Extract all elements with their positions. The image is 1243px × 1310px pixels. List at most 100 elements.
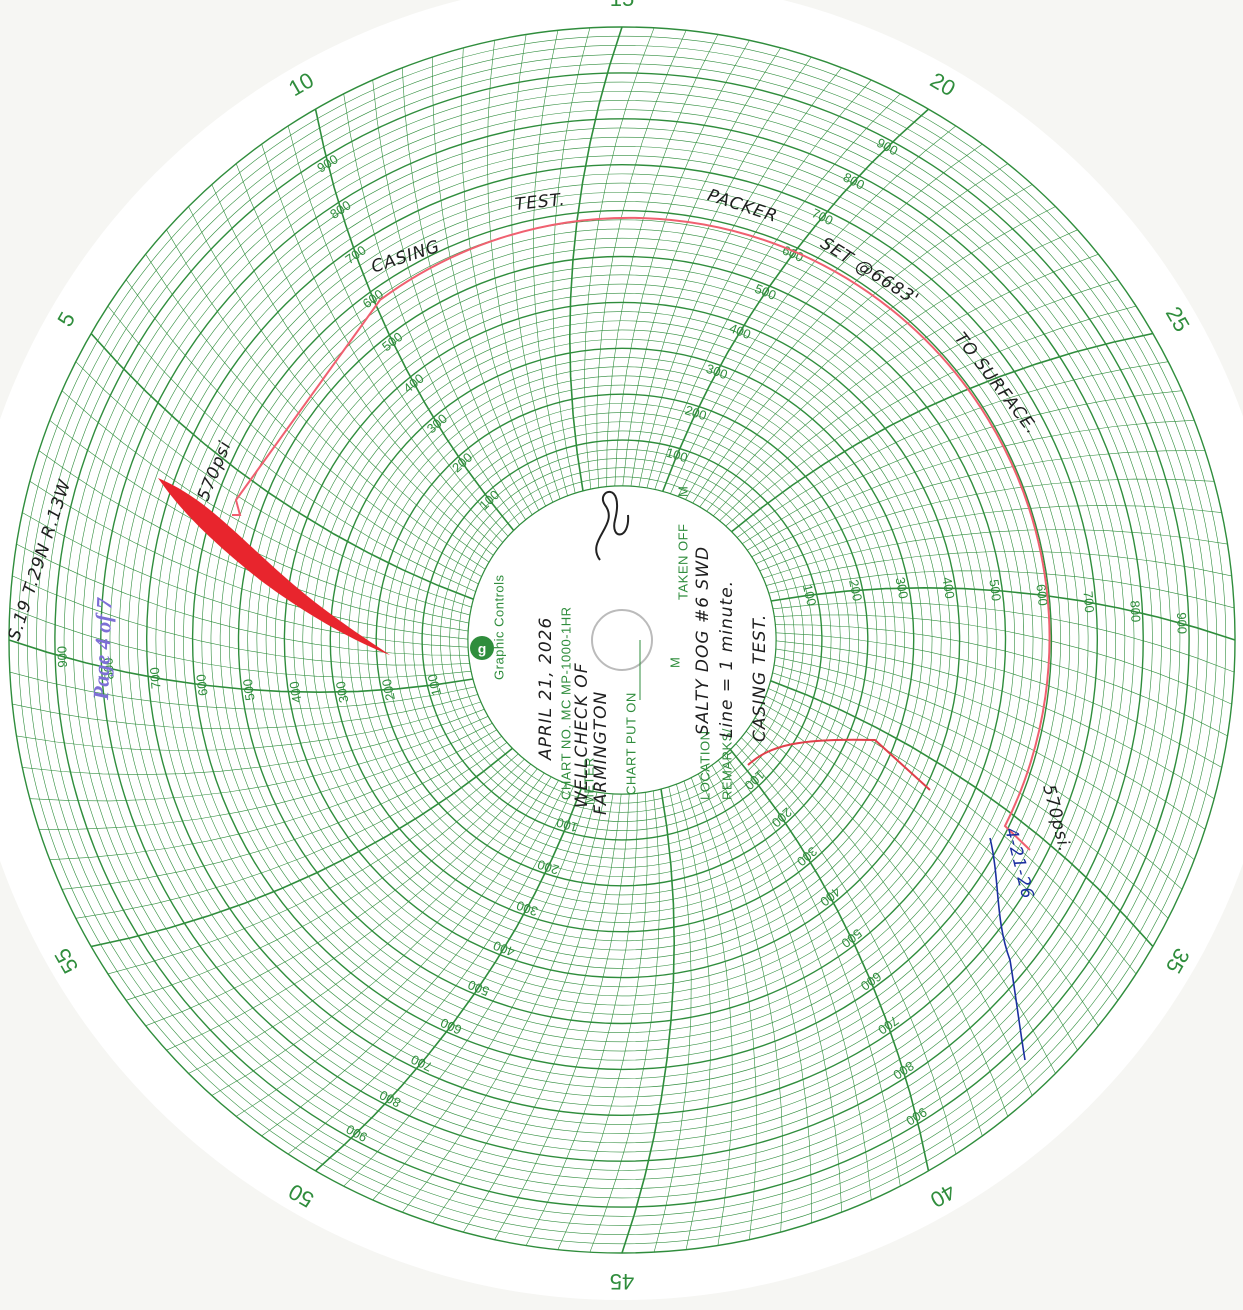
scale-label: 700 bbox=[147, 667, 164, 690]
time-line bbox=[638, 67, 842, 487]
time-line bbox=[768, 570, 1235, 609]
time-line bbox=[432, 56, 540, 511]
time-line bbox=[16, 543, 469, 656]
time-line bbox=[525, 793, 638, 1246]
time-line bbox=[654, 93, 901, 490]
time-line bbox=[772, 602, 1235, 673]
time-line bbox=[755, 478, 1215, 564]
ring bbox=[72, 90, 1172, 1190]
time-line bbox=[725, 305, 1137, 527]
time-line bbox=[773, 664, 1183, 890]
location: SALTY DOG #6 SWD bbox=[693, 546, 713, 735]
time-line bbox=[670, 125, 957, 494]
pen-streak bbox=[158, 478, 390, 655]
time-line bbox=[775, 648, 1206, 830]
ring bbox=[63, 81, 1181, 1199]
time-line bbox=[38, 722, 493, 830]
scale-label: 400 bbox=[286, 680, 304, 704]
ring bbox=[274, 292, 970, 988]
time-line bbox=[685, 163, 1008, 500]
ring bbox=[247, 265, 997, 1015]
scale-label: 100 bbox=[800, 583, 820, 608]
scale-label: 300 bbox=[704, 361, 729, 382]
time-line bbox=[125, 279, 479, 585]
time-line bbox=[712, 253, 1099, 517]
meter-label: METER bbox=[581, 757, 596, 805]
ring bbox=[237, 255, 1007, 1025]
time-line bbox=[770, 679, 1154, 948]
time-line bbox=[736, 361, 1169, 538]
scale-label: 800 bbox=[1127, 600, 1143, 623]
time-line bbox=[774, 614, 1232, 705]
time-line bbox=[766, 551, 1232, 586]
time-line bbox=[75, 742, 508, 919]
scale-label: 200 bbox=[379, 678, 398, 702]
time-line bbox=[758, 710, 1078, 1051]
time-line bbox=[770, 586, 1236, 641]
ring bbox=[302, 320, 942, 960]
ring bbox=[339, 357, 905, 923]
time-line bbox=[22, 512, 469, 648]
scale-label: 100 bbox=[425, 673, 445, 698]
time-line bbox=[487, 40, 554, 503]
ring bbox=[229, 247, 1015, 1033]
time-line bbox=[145, 763, 532, 1027]
ring bbox=[191, 209, 1053, 1071]
ring bbox=[311, 329, 933, 951]
ring bbox=[449, 467, 795, 813]
time-line bbox=[107, 753, 519, 975]
ring bbox=[183, 201, 1061, 1079]
time-line bbox=[343, 93, 520, 526]
scale-label: 100 bbox=[555, 815, 580, 836]
time-line bbox=[621, 788, 676, 1254]
time-line bbox=[622, 47, 781, 487]
time-line bbox=[742, 390, 1183, 544]
time-line bbox=[724, 754, 901, 1187]
ring bbox=[173, 191, 1071, 1089]
ring bbox=[146, 164, 1098, 1116]
scale-label: 500 bbox=[986, 578, 1004, 601]
time-line bbox=[533, 30, 568, 496]
time-line bbox=[166, 229, 486, 570]
time-line bbox=[463, 793, 622, 1233]
ring bbox=[394, 412, 850, 868]
time-line bbox=[460, 47, 546, 507]
time-line bbox=[596, 30, 687, 488]
time-line bbox=[614, 40, 750, 487]
time-line bbox=[494, 793, 630, 1240]
time-line bbox=[211, 776, 552, 1096]
taken-off: TAKEN OFF bbox=[675, 524, 690, 600]
ring bbox=[421, 439, 823, 841]
minute-label: 15 bbox=[610, 0, 634, 11]
time-line bbox=[719, 279, 1118, 522]
time-line bbox=[61, 390, 471, 616]
chart-put-on: CHART PUT ON bbox=[623, 692, 638, 795]
time-line bbox=[759, 505, 1222, 572]
time-line bbox=[751, 450, 1206, 558]
time-line bbox=[90, 747, 513, 948]
time-line bbox=[676, 784, 711, 1250]
time-line bbox=[775, 632, 1222, 768]
time-line bbox=[343, 790, 590, 1187]
m-put-on: M bbox=[667, 657, 682, 668]
time-line bbox=[704, 769, 812, 1224]
ring bbox=[54, 72, 1190, 1208]
time-line bbox=[211, 184, 494, 556]
ring bbox=[412, 430, 832, 850]
pressure-trace bbox=[232, 216, 1051, 851]
time-line bbox=[745, 730, 1009, 1117]
time-line bbox=[9, 607, 472, 678]
ring bbox=[155, 173, 1089, 1107]
ring bbox=[458, 476, 786, 804]
ring bbox=[118, 136, 1126, 1144]
time-line bbox=[646, 79, 872, 489]
scale-label: 800 bbox=[100, 657, 116, 680]
ring bbox=[440, 458, 804, 822]
location-label: LOCATION bbox=[697, 731, 712, 801]
time-line bbox=[746, 420, 1195, 551]
time-line bbox=[775, 624, 1228, 737]
time-line bbox=[706, 229, 1078, 512]
time-line bbox=[188, 772, 545, 1074]
ring bbox=[283, 301, 961, 979]
